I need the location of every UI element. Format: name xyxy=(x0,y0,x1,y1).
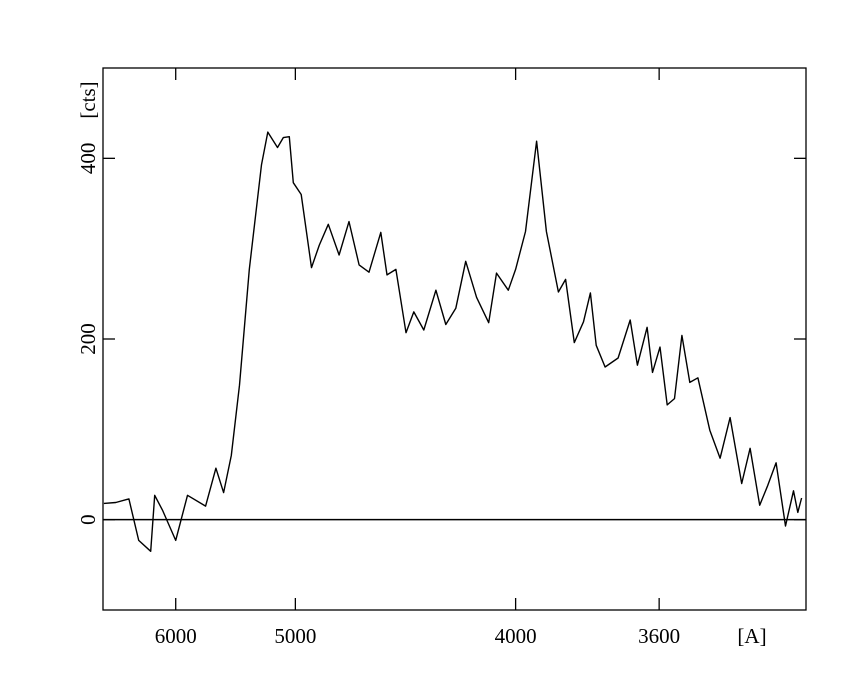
x-tick-label: 3600 xyxy=(638,624,680,648)
y-axis-label: [cts] xyxy=(76,81,100,118)
y-tick-label: 200 xyxy=(76,323,100,355)
x-tick-label: 5000 xyxy=(274,624,316,648)
x-axis-label: [A] xyxy=(737,624,766,648)
y-tick-label: 0 xyxy=(76,514,100,525)
plot-frame xyxy=(102,67,807,611)
spectrum-line xyxy=(103,131,803,552)
x-tick-label: 4000 xyxy=(495,624,537,648)
y-tick-label: 400 xyxy=(76,143,100,175)
x-tick-label: 6000 xyxy=(155,624,197,648)
